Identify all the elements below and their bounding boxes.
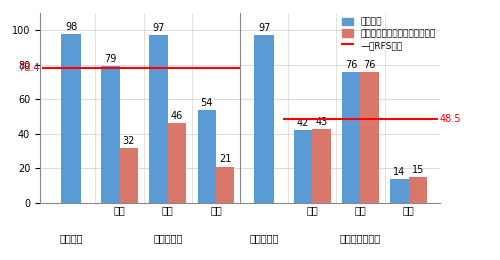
Text: 78.4: 78.4	[18, 62, 40, 73]
Bar	[254, 35, 274, 203]
Text: 15: 15	[412, 165, 424, 175]
Text: 54: 54	[200, 98, 213, 108]
Bar	[150, 35, 168, 203]
Bar	[390, 179, 408, 203]
Text: 76: 76	[345, 60, 358, 70]
Legend: 総排出量, 間接的土地利用変化による排出, —はRFS基準: 総排出量, 間接的土地利用変化による排出, —はRFS基準	[342, 17, 436, 50]
Text: 79: 79	[104, 54, 117, 64]
Bar	[312, 129, 330, 203]
Text: 43: 43	[316, 116, 328, 127]
Bar	[216, 167, 234, 203]
Text: 大豆ディーゼル: 大豆ディーゼル	[340, 233, 381, 243]
Text: 32: 32	[122, 135, 135, 146]
Bar	[120, 148, 138, 203]
Bar	[294, 130, 312, 203]
Text: 76: 76	[364, 60, 376, 70]
Text: 98: 98	[65, 22, 78, 32]
Bar	[408, 177, 427, 203]
Text: ディーゼル: ディーゼル	[250, 233, 279, 243]
Text: 48.5: 48.5	[440, 114, 462, 124]
Bar	[168, 124, 186, 203]
Text: 97: 97	[258, 23, 270, 33]
Text: エタノール: エタノール	[153, 233, 182, 243]
Text: 14: 14	[394, 167, 406, 177]
Bar	[360, 72, 379, 203]
Text: 46: 46	[170, 111, 183, 121]
Text: ガソリン: ガソリン	[60, 233, 83, 243]
Bar	[198, 110, 216, 203]
Bar	[342, 72, 360, 203]
Text: 97: 97	[152, 23, 164, 33]
Text: 42: 42	[297, 118, 310, 128]
Bar	[62, 34, 82, 203]
Text: 21: 21	[219, 154, 231, 165]
Bar	[101, 67, 119, 203]
